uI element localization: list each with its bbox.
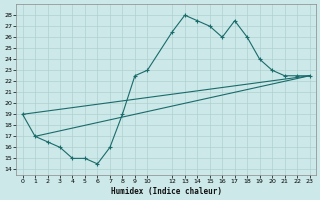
X-axis label: Humidex (Indice chaleur): Humidex (Indice chaleur) bbox=[111, 187, 221, 196]
